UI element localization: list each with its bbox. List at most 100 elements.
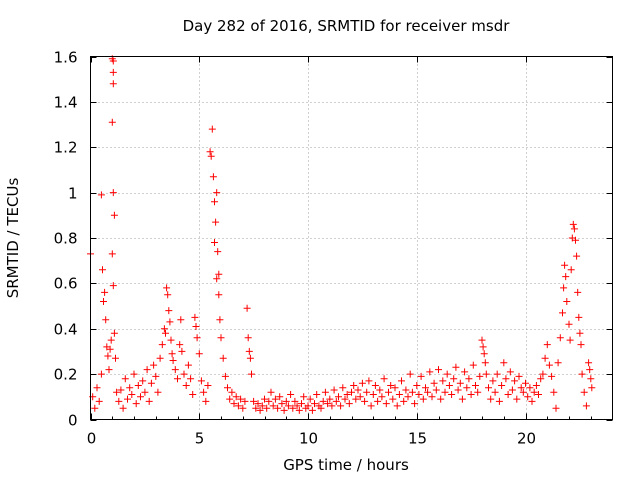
data-point	[134, 382, 142, 389]
data-point	[258, 402, 266, 410]
data-point	[417, 372, 425, 380]
data-point	[369, 391, 377, 398]
data-point	[215, 270, 223, 278]
data-point	[317, 404, 325, 412]
data-point	[97, 191, 105, 199]
data-point	[243, 304, 251, 312]
data-point	[226, 395, 234, 403]
data-point	[145, 397, 153, 405]
data-point	[130, 370, 138, 378]
data-point	[252, 404, 260, 412]
data-point	[254, 400, 262, 408]
data-point	[291, 397, 299, 405]
data-point	[348, 388, 355, 396]
data-point	[356, 393, 364, 401]
data-point	[241, 397, 249, 405]
data-point	[232, 393, 240, 401]
data-point	[560, 284, 568, 292]
data-point	[454, 386, 462, 394]
data-point	[535, 391, 542, 398]
data-point	[491, 388, 499, 396]
data-point	[202, 397, 210, 405]
data-point	[282, 397, 290, 405]
data-point	[428, 393, 436, 401]
data-point	[448, 391, 456, 398]
data-point	[335, 393, 342, 401]
data-point	[469, 361, 477, 369]
data-point	[293, 402, 301, 410]
data-point	[221, 372, 229, 380]
data-point	[267, 388, 275, 396]
data-point	[508, 386, 516, 394]
data-point	[345, 400, 353, 408]
data-point	[193, 334, 201, 342]
data-point	[545, 361, 553, 369]
data-point	[382, 400, 390, 408]
data-point	[204, 382, 212, 389]
data-point	[376, 386, 384, 394]
data-point	[160, 325, 168, 333]
data-point	[195, 350, 203, 358]
data-point	[515, 372, 523, 380]
data-point	[191, 313, 199, 321]
data-point	[209, 173, 217, 181]
data-point	[224, 384, 231, 392]
data-point	[341, 395, 349, 403]
data-point	[109, 282, 117, 290]
data-point	[513, 395, 521, 403]
data-point	[112, 354, 119, 362]
data-point	[517, 384, 525, 392]
plot-frame	[90, 56, 613, 420]
data-point	[393, 402, 401, 410]
data-point	[239, 404, 247, 412]
data-point	[182, 382, 190, 389]
y-tick-label: 0	[68, 412, 78, 430]
data-point	[143, 366, 151, 374]
data-point	[361, 397, 369, 405]
data-point	[244, 334, 252, 342]
data-point	[105, 366, 113, 374]
data-point	[132, 400, 140, 408]
data-point	[104, 352, 112, 360]
data-point	[139, 377, 147, 385]
data-point	[445, 382, 453, 389]
data-point	[280, 406, 288, 414]
data-point	[465, 375, 473, 383]
data-point	[472, 382, 479, 389]
axis-ticks	[90, 56, 613, 421]
data-point	[332, 397, 340, 405]
data-points	[87, 55, 596, 414]
data-point	[328, 402, 336, 410]
data-point	[287, 391, 295, 398]
data-point	[269, 402, 277, 410]
data-point	[237, 395, 245, 403]
data-point	[552, 404, 560, 412]
data-point	[97, 370, 105, 378]
data-point	[358, 379, 366, 387]
x-axis-title: GPS time / hours	[283, 456, 409, 474]
data-point	[580, 388, 588, 396]
data-point	[271, 395, 279, 403]
data-point	[422, 384, 429, 392]
data-point	[215, 291, 223, 299]
data-point	[177, 316, 185, 324]
data-point	[187, 375, 195, 383]
data-point	[311, 400, 318, 408]
data-point	[326, 395, 334, 403]
data-point	[152, 372, 160, 380]
data-point	[398, 377, 405, 385]
data-point	[430, 379, 438, 387]
data-point	[306, 395, 314, 403]
data-point	[522, 379, 529, 387]
y-tick-label: 1	[68, 185, 78, 203]
data-point	[437, 395, 445, 403]
data-point	[350, 382, 358, 389]
data-point	[371, 382, 379, 389]
data-point	[115, 397, 123, 405]
data-point	[400, 397, 408, 405]
data-point	[554, 359, 562, 367]
data-point	[206, 148, 214, 156]
data-point	[95, 397, 103, 405]
data-point	[113, 388, 121, 396]
data-point	[213, 275, 221, 283]
